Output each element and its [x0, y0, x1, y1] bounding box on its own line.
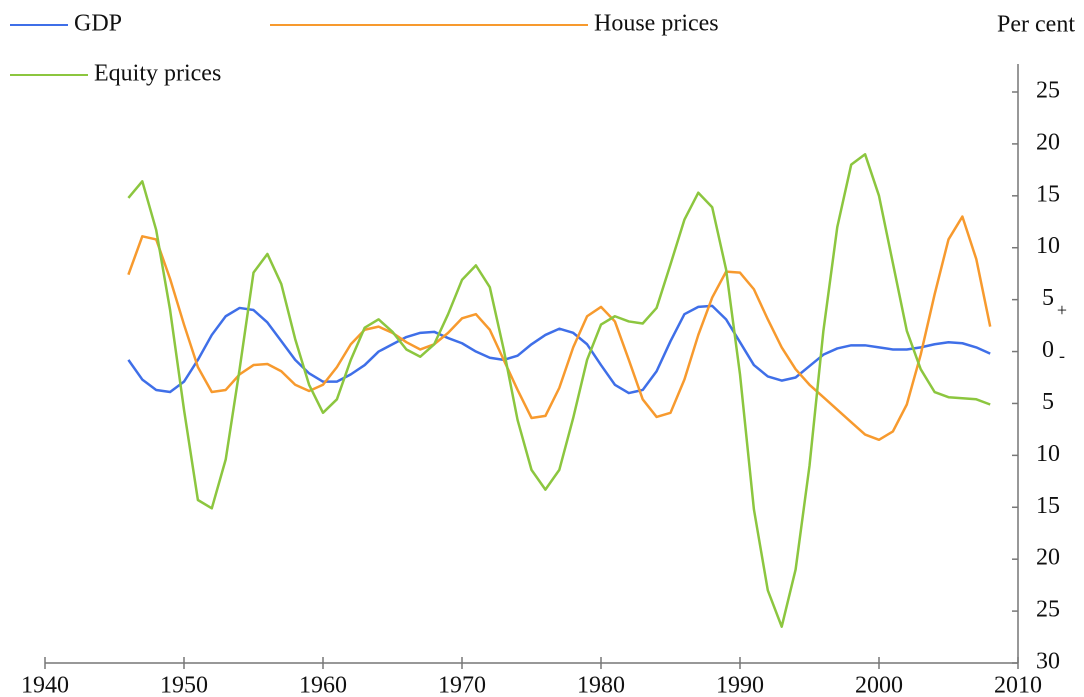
y-tick-label: 15	[1036, 493, 1060, 519]
series-line	[127, 304, 991, 395]
x-tick-label: 1950	[160, 673, 208, 697]
y-sign-label: -	[1059, 346, 1065, 366]
x-tick-label: 2000	[855, 673, 903, 697]
y-tick-label: 5	[1042, 389, 1054, 415]
y-axis-label: Per cent	[997, 12, 1075, 38]
x-tick-label: 1940	[21, 673, 69, 697]
x-tick-label: 1990	[716, 673, 764, 697]
series-line	[127, 215, 992, 442]
legend-label: GDP	[74, 11, 122, 37]
x-tick-label: 2010	[994, 673, 1042, 697]
y-sign-label: +	[1057, 300, 1067, 320]
y-tick-label: 25	[1036, 78, 1060, 104]
x-tick-label: 1960	[299, 673, 347, 697]
series-line	[127, 153, 991, 628]
x-tick-label: 1980	[577, 673, 625, 697]
y-tick-label: 5	[1042, 285, 1054, 311]
legend-label: Equity prices	[94, 61, 221, 87]
y-tick-label: 20	[1036, 545, 1060, 571]
y-tick-label: 10	[1036, 441, 1060, 467]
legend-label: House prices	[594, 11, 719, 37]
y-tick-label: 25	[1036, 597, 1060, 623]
y-tick-label: 10	[1036, 233, 1060, 259]
y-tick-label: 15	[1036, 181, 1060, 207]
x-tick-label: 1970	[438, 673, 486, 697]
y-tick-label: 0	[1042, 337, 1054, 363]
y-tick-label: 30	[1036, 649, 1060, 675]
y-tick-label: 20	[1036, 129, 1060, 155]
